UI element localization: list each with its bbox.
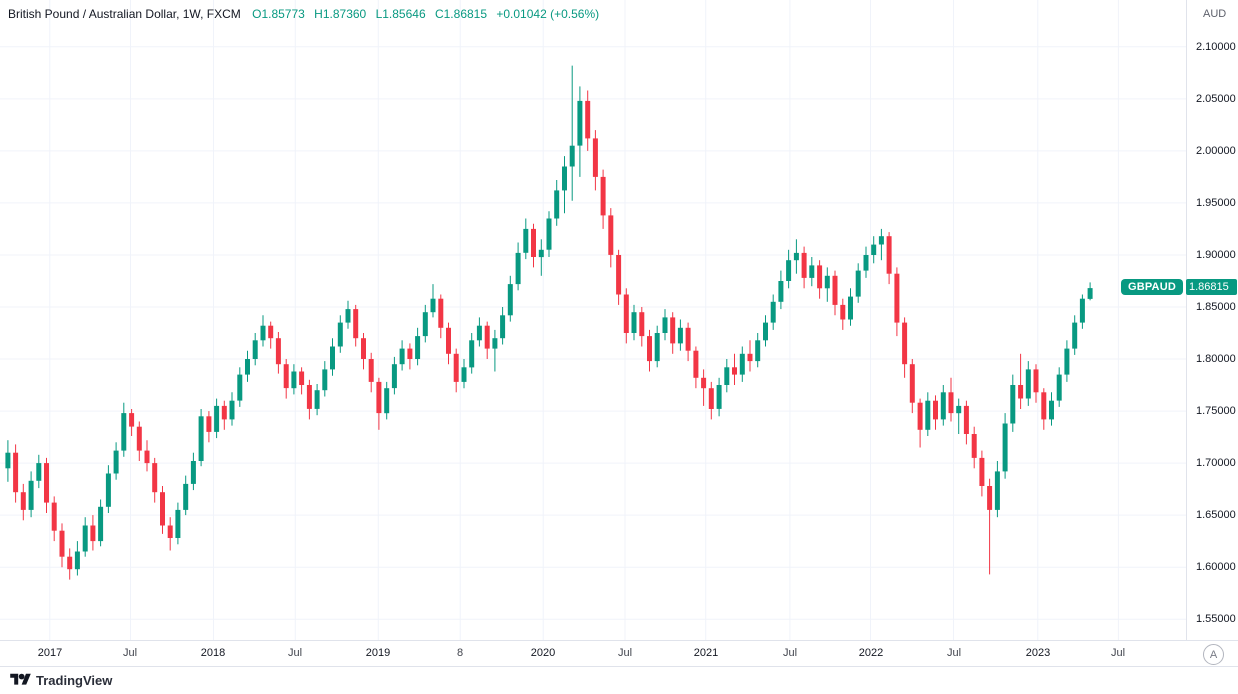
ohlc-low-value: L1.85646 [375,7,426,21]
price-tick-label: 1.95000 [1196,197,1236,209]
last-price-badge: 1.86815 [1186,279,1237,295]
price-tick-label: 1.65000 [1196,509,1236,521]
candlestick-chart-canvas[interactable] [0,0,1186,640]
price-tick-label: 1.85000 [1196,301,1236,313]
time-tick-label: 2021 [693,647,719,659]
price-tick-label: 1.60000 [1196,561,1236,573]
brand-name: TradingView [36,672,113,688]
symbol-badge: GBPAUD [1120,279,1183,295]
time-tick-label: 8 [456,647,464,659]
price-tick-label: 1.80000 [1196,353,1236,365]
time-tick-label: Jul [287,647,303,659]
time-tick-label: Jul [782,647,798,659]
time-tick-label: 2018 [200,647,226,659]
price-tick-label: 1.55000 [1196,613,1236,625]
time-tick-label: Jul [617,647,633,659]
time-tick-label: Jul [946,647,962,659]
price-tick-label: 2.05000 [1196,93,1236,105]
tradingview-logo[interactable]: TradingView [10,672,112,688]
time-tick-label: 2022 [858,647,884,659]
time-tick-label: Jul [122,647,138,659]
symbol-title[interactable]: British Pound / Australian Dollar, 1W, F… [8,7,241,21]
auto-scale-button[interactable]: A [1203,644,1224,665]
price-tick-label: 1.75000 [1196,405,1236,417]
price-tick-label: 1.70000 [1196,457,1236,469]
price-tick-label: 2.00000 [1196,145,1236,157]
tradingview-mark-icon [10,673,31,685]
time-tick-label: Jul [1110,647,1126,659]
time-axis[interactable]: 2017 Jul 2018 Jul 2019 8 2020 Jul 2021 Jul 2022 Jul… [0,640,1238,667]
ohlc-high-value: H1.87360 [314,7,367,21]
price-axis[interactable]: AUD 1.55000 1.60000 1.65000 1.70000 1.75000 1… [1186,0,1238,666]
currency-label: AUD [1203,8,1227,20]
ohlc-open-value: O1.85773 [252,7,305,21]
time-tick-label: 2019 [365,647,391,659]
time-tick-label: 2023 [1025,647,1051,659]
price-tick-label: 2.10000 [1196,41,1236,53]
ohlc-close-value: C1.86815 [434,7,488,21]
last-price-row: GBPAUD 1.86815 [1120,279,1237,295]
bottom-toolbar: TradingView [0,666,1238,693]
time-tick-label: 2020 [530,647,556,659]
chart-legend: British Pound / Australian Dollar, 1W, F… [8,7,605,21]
change-value: +0.01042 (+0.56%) [496,7,600,21]
time-tick-label: 2017 [37,647,63,659]
price-tick-label: 1.90000 [1196,249,1236,261]
